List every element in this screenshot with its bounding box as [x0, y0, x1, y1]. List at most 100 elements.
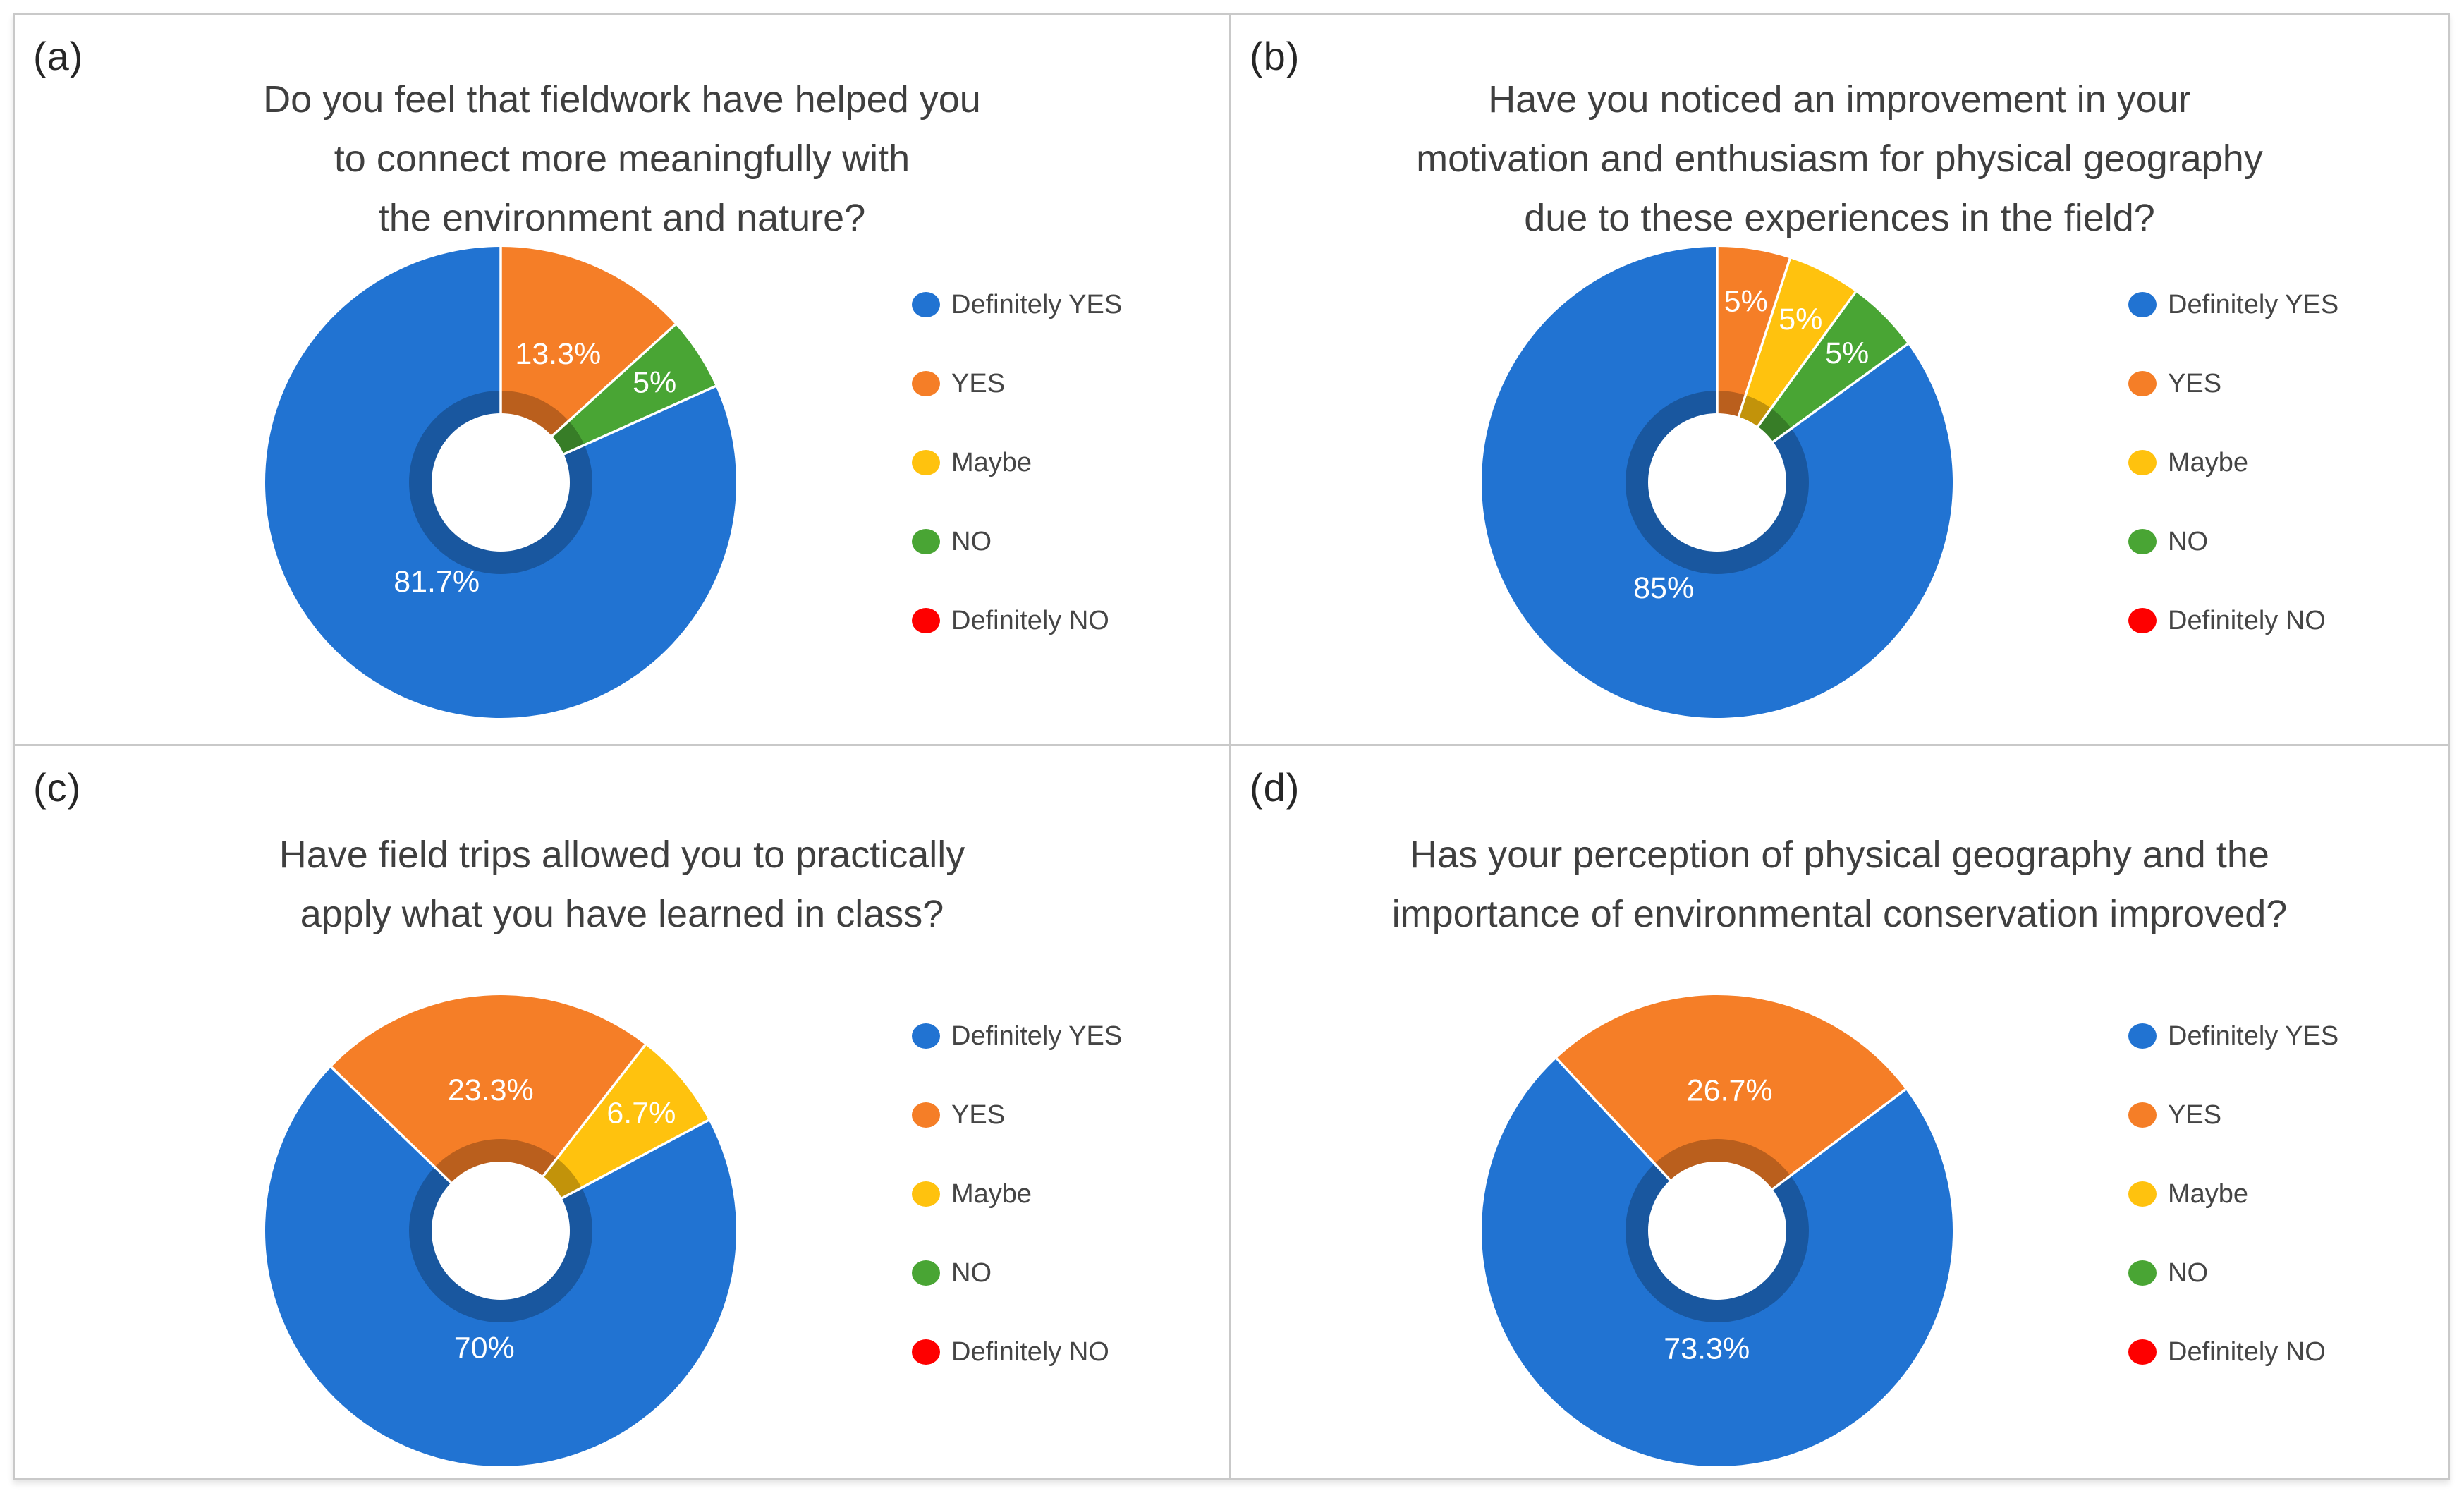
donut-chart: 26.7% 73.3%	[1474, 987, 1960, 1474]
legend-item: YES	[2128, 367, 2338, 400]
donut-inner-shadow	[409, 1139, 592, 1322]
slice-data-label: 5%	[1825, 336, 1869, 370]
donut-svg: 26.7% 73.3%	[1482, 995, 1953, 1466]
chart-title: Have field trips allowed you to practica…	[71, 825, 1173, 944]
legend-color-marker-icon	[2128, 608, 2157, 633]
legend-item: YES	[2128, 1099, 2338, 1131]
legend-label: Maybe	[951, 1179, 1032, 1209]
legend-item: NO	[2128, 1257, 2338, 1289]
legend-item: Maybe	[912, 1178, 1122, 1210]
panel-letter-label: (a)	[33, 34, 84, 78]
pie-slice	[501, 247, 676, 482]
panel-c: (c) Have field trips allowed you to prac…	[15, 746, 1231, 1478]
legend-label: NO	[951, 526, 992, 556]
legend-label: Definitely YES	[951, 289, 1123, 319]
legend-label: Maybe	[2168, 1179, 2249, 1209]
slice-data-label: 5%	[1724, 285, 1768, 319]
legend-label: YES	[951, 1100, 1006, 1130]
chart-title-line: to connect more meaningfully with	[334, 138, 910, 180]
slice-data-label: 73.3%	[1664, 1332, 1750, 1365]
donut-chart: 5% 5% 5% 85%	[1474, 239, 1960, 726]
legend-color-marker-icon	[912, 608, 940, 633]
donut-svg: 13.3% 5% 81.7%	[265, 247, 737, 718]
legend-item: Maybe	[2128, 1178, 2338, 1210]
legend-item: NO	[912, 525, 1122, 558]
chart-title-line: Has your perception of physical geograph…	[1410, 834, 2269, 876]
legend-item: Definitely YES	[912, 1020, 1122, 1052]
legend-label: Maybe	[951, 447, 1032, 477]
legend: Definitely YES YES Maybe NO Definitely NO	[2128, 1020, 2338, 1368]
legend-label: NO	[2168, 526, 2208, 556]
donut-hole	[432, 1162, 570, 1300]
legend-item: Maybe	[2128, 446, 2338, 479]
slice-data-label: 26.7%	[1687, 1073, 1773, 1107]
legend-item: YES	[912, 367, 1122, 400]
legend-item: Definitely NO	[912, 1336, 1122, 1368]
chart-title-line: apply what you have learned in class?	[300, 893, 944, 935]
legend-color-marker-icon	[2128, 1260, 2157, 1286]
slice-data-label: 81.7%	[394, 565, 480, 599]
donut-chart: 13.3% 5% 81.7%	[257, 239, 744, 726]
legend-label: Definitely NO	[2168, 1336, 2326, 1367]
slice-data-label: 85%	[1633, 571, 1694, 605]
chart-title-line: motivation and enthusiasm for physical g…	[1416, 138, 2263, 180]
legend: Definitely YES YES Maybe NO Definitely NO	[2128, 288, 2338, 637]
panel-letter-label: (d)	[1250, 765, 1300, 810]
chart-title-line: Have field trips allowed you to practica…	[279, 834, 965, 876]
legend-color-marker-icon	[912, 1102, 940, 1128]
legend-label: NO	[951, 1258, 992, 1288]
legend-color-marker-icon	[912, 1023, 940, 1049]
legend-item: Definitely YES	[912, 288, 1122, 321]
legend-color-marker-icon	[912, 1181, 940, 1207]
donut-inner-shadow	[1626, 1139, 1809, 1322]
legend-label: Definitely YES	[951, 1021, 1123, 1051]
legend-color-marker-icon	[2128, 1181, 2157, 1207]
panel-b: (b) Have you noticed an improvement in y…	[1231, 15, 2448, 746]
donut-svg: 23.3% 6.7% 70%	[264, 995, 736, 1466]
slice-data-label: 23.3%	[448, 1073, 534, 1107]
legend-label: Definitely NO	[951, 605, 1109, 635]
legend-item: Definitely NO	[912, 604, 1122, 637]
donut-svg: 5%5%5%85%	[1482, 247, 1953, 718]
chart-title-line: Do you feel that fieldwork have helped y…	[263, 78, 981, 121]
donut-hole	[432, 413, 570, 552]
legend-label: Definitely NO	[2168, 605, 2326, 635]
panel-a: (a) Do you feel that fieldwork have help…	[15, 15, 1231, 746]
legend-label: Definitely NO	[951, 1336, 1109, 1367]
donut-hole	[1648, 413, 1786, 552]
legend-color-marker-icon	[2128, 1102, 2157, 1128]
legend-label: YES	[951, 368, 1006, 398]
legend: Definitely YES YES Maybe NO Definitely NO	[912, 1020, 1122, 1368]
legend-label: Maybe	[2168, 447, 2249, 477]
legend-label: YES	[2168, 368, 2222, 398]
legend-label: YES	[2168, 1100, 2222, 1130]
survey-donut-figure: (a) Do you feel that fieldwork have help…	[13, 13, 2450, 1480]
pie-slice	[1556, 995, 1906, 1231]
chart-title-line: due to these experiences in the field?	[1524, 197, 2155, 239]
legend-color-marker-icon	[912, 450, 940, 475]
chart-title: Have you noticed an improvement in your m…	[1288, 70, 2391, 248]
panel-letter-label: (c)	[33, 765, 82, 810]
legend-item: NO	[912, 1257, 1122, 1289]
legend-item: Definitely NO	[2128, 604, 2338, 637]
slice-data-label: 6.7%	[606, 1096, 676, 1130]
slice-data-label: 5%	[633, 366, 676, 400]
legend-color-marker-icon	[2128, 1023, 2157, 1049]
pie-slice	[265, 247, 737, 718]
legend-color-marker-icon	[2128, 529, 2157, 554]
donut-chart: 23.3% 6.7% 70%	[257, 987, 744, 1474]
chart-title-line: the environment and nature?	[378, 197, 866, 239]
slice-data-label: 70%	[454, 1331, 515, 1365]
panel-letter-label: (b)	[1250, 34, 1300, 78]
chart-title: Has your perception of physical geograph…	[1288, 825, 2391, 944]
legend-color-marker-icon	[912, 371, 940, 396]
chart-title-line: importance of environmental conservation…	[1391, 893, 2288, 935]
legend-color-marker-icon	[2128, 1339, 2157, 1365]
legend-item: Maybe	[912, 446, 1122, 479]
pie-slice	[501, 1045, 709, 1231]
chart-title-line: Have you noticed an improvement in your	[1488, 78, 2191, 121]
legend-color-marker-icon	[912, 1339, 940, 1365]
legend: Definitely YES YES Maybe NO Definitely NO	[912, 288, 1122, 637]
legend-label: NO	[2168, 1258, 2208, 1288]
legend-item: NO	[2128, 525, 2338, 558]
